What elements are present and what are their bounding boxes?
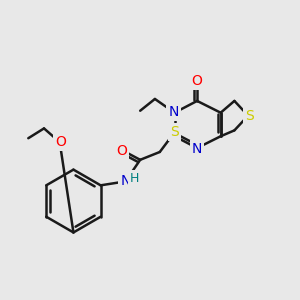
Text: N: N	[192, 142, 202, 156]
Text: O: O	[55, 135, 66, 149]
Text: N: N	[168, 105, 179, 119]
Text: N: N	[120, 174, 131, 188]
Text: O: O	[116, 144, 127, 158]
Text: S: S	[245, 109, 254, 123]
Text: S: S	[170, 125, 179, 139]
Text: O: O	[192, 74, 203, 88]
Text: H: H	[130, 172, 139, 185]
